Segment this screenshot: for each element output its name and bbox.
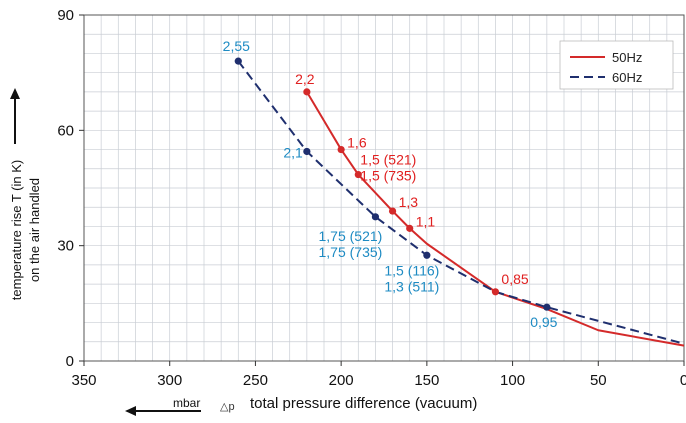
y-tick-label: 90 — [57, 7, 74, 24]
data-labels: 2,2 1,61,5 (521)1,5 (735) 1,3 1,1 0,85 2,55 2,… — [223, 38, 558, 330]
x-tick-label: 300 — [157, 372, 182, 389]
data-label-0-2: 1,5 (521) — [360, 152, 416, 168]
data-point-0-0 — [303, 88, 311, 96]
data-point-0-2 — [354, 170, 362, 179]
y-axis-title: temperature rise T (in K) on the air han… — [9, 88, 42, 300]
x-tick-label: 0 — [680, 372, 686, 389]
data-label-1-2: 1,75 (735) — [319, 244, 383, 260]
data-point-0-5 — [491, 288, 500, 296]
x-tick-label: 200 — [329, 372, 354, 389]
data-point-1-2 — [371, 213, 380, 221]
axes: 350 300 250 200 150 100 50 0 0 30 60 90 — [57, 7, 686, 389]
data-point-0-4 — [406, 224, 414, 232]
y-axis-label-line2: on the air handled — [27, 178, 42, 282]
x-tick-label: 100 — [500, 372, 525, 389]
legend-label-50hz: 50Hz — [612, 50, 642, 65]
data-point-1-1 — [303, 147, 311, 156]
data-label-1-4: 0,95 — [530, 314, 557, 330]
x-tick-label: 150 — [414, 372, 439, 389]
x-axis-arrow-icon — [125, 406, 136, 416]
x-axis-delta-symbol: △p — [220, 401, 235, 413]
series-group — [234, 57, 685, 347]
x-tick-label: 350 — [71, 372, 96, 389]
data-point-0-3 — [388, 207, 397, 215]
data-label-1-2: 1,75 (521) — [319, 228, 383, 244]
data-label-0-4: 1,1 — [416, 213, 436, 229]
data-point-1-3 — [423, 251, 431, 259]
x-axis-label: total pressure difference (vacuum) — [250, 395, 477, 412]
data-label-1-1: 2,1 — [283, 144, 303, 160]
data-point-1-4 — [543, 303, 551, 311]
y-axis-label-line1: temperature rise T (in K) — [9, 160, 24, 300]
data-label-0-1: 1,6 — [347, 135, 367, 151]
x-tick-label: 250 — [243, 372, 268, 389]
data-label-1-0: 2,55 — [223, 38, 250, 54]
plot-frame — [83, 14, 685, 362]
x-axis-title: mbar △p total pressure difference (vacuu… — [125, 395, 477, 416]
legend: 50Hz 60Hz — [559, 40, 674, 90]
data-label-0-3: 1,3 — [399, 194, 419, 210]
x-tick-label: 50 — [590, 372, 607, 389]
x-axis-unit: mbar — [173, 396, 200, 410]
y-tick-label: 0 — [66, 353, 74, 370]
data-label-0-2: 1,5 (735) — [360, 168, 416, 184]
data-point-1-0 — [234, 57, 242, 65]
legend-label-60hz: 60Hz — [612, 70, 642, 85]
data-label-0-5: 0,85 — [501, 271, 528, 287]
series-line-0 — [305, 91, 685, 347]
y-tick-label: 30 — [57, 238, 74, 255]
y-axis-arrow-icon — [10, 88, 20, 99]
data-label-1-3: 1,5 (116) — [384, 262, 439, 278]
legend-box — [559, 40, 674, 90]
y-tick-label: 60 — [57, 122, 74, 139]
data-point-0-1 — [337, 145, 345, 154]
data-label-0-0: 2,2 — [295, 71, 315, 87]
data-label-1-3: 1,3 (511) — [384, 278, 439, 294]
